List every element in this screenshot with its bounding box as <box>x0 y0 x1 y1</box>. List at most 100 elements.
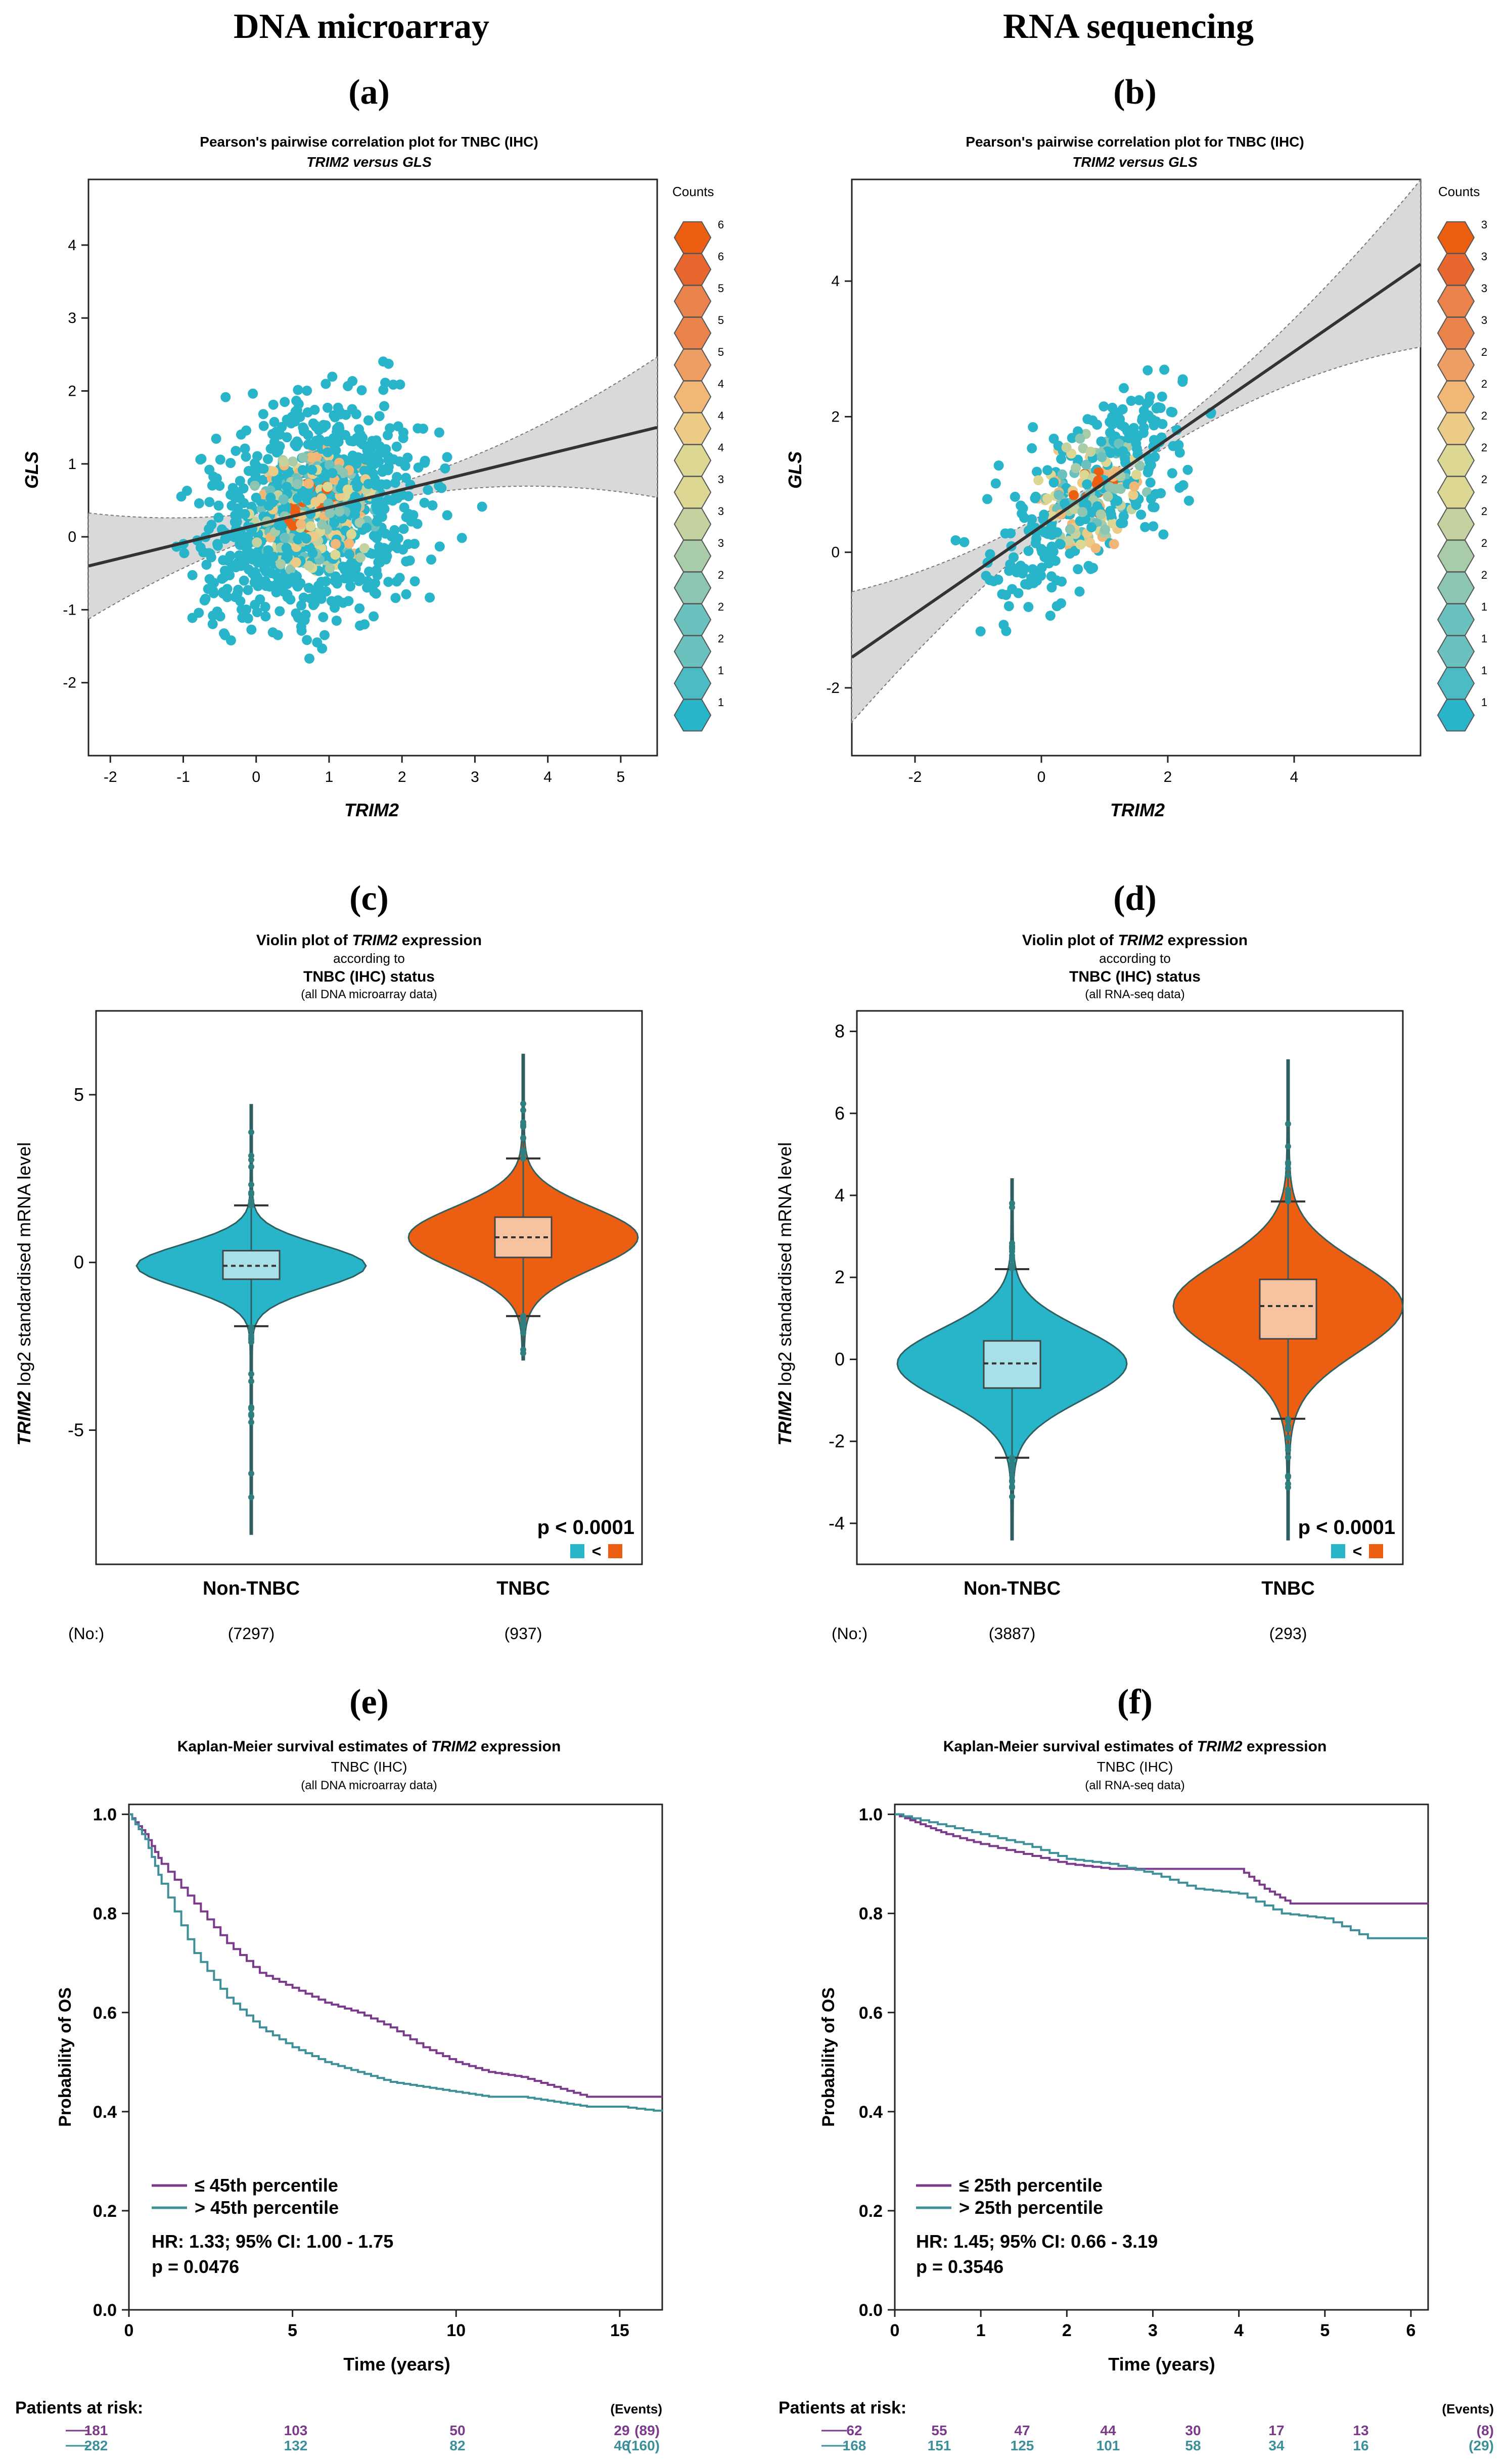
scB-x-tick-label: 2 <box>1164 769 1172 785</box>
scA-legend-hexagon <box>673 348 712 382</box>
scB-point <box>1149 435 1159 445</box>
scA-point <box>225 458 236 468</box>
kmF-x-tick-label: 5 <box>1320 2321 1330 2340</box>
vC-outlier <box>248 1189 254 1196</box>
scA-point <box>292 479 303 489</box>
scA-legend-hexagon <box>673 571 712 605</box>
vD-outlier <box>1009 1264 1015 1271</box>
scA-point <box>403 491 414 501</box>
scB-point <box>1090 543 1101 553</box>
scB-point <box>1128 423 1139 433</box>
scA-point <box>316 519 327 530</box>
scA-legend-count: 6 <box>718 218 724 231</box>
vD-outlier <box>1009 1460 1015 1467</box>
vC-outlier <box>248 1419 254 1425</box>
scA-point <box>248 388 258 399</box>
scA-point <box>456 533 467 543</box>
scB-point <box>990 478 1001 489</box>
scA-point <box>383 430 393 440</box>
vC-outlier <box>248 1327 254 1333</box>
vD-outlier <box>1009 1465 1015 1471</box>
scA-point <box>220 392 231 402</box>
vD-y-tick-label: 2 <box>835 1267 845 1287</box>
vD-y-tick-label: 8 <box>835 1021 845 1042</box>
vC-outlier <box>248 1197 254 1204</box>
scB-point <box>1057 469 1068 480</box>
vD-y-tick-label: 0 <box>835 1349 845 1369</box>
riskF-risk-value: 44 <box>1100 2423 1116 2438</box>
vC-outlier <box>520 1346 526 1353</box>
km-f-risk-title: Patients at risk: <box>779 2398 906 2417</box>
scA-point <box>303 583 314 593</box>
scA-point <box>213 513 224 523</box>
riskF-risk-value: 13 <box>1353 2423 1368 2438</box>
scA-point <box>297 465 308 475</box>
scB-point <box>1044 554 1055 565</box>
scA-point <box>270 569 281 580</box>
scA-point <box>369 611 379 622</box>
scA-legend-count: 4 <box>718 441 724 454</box>
scA-point <box>265 443 276 454</box>
scA-legend-count: 2 <box>718 569 724 581</box>
km-plot-e: Kaplan-Meier survival estimates of TRIM2… <box>15 1738 663 2453</box>
violin-d-line3: TNBC (IHC) status <box>1069 968 1201 985</box>
scB-legend-count: 1 <box>1481 664 1487 677</box>
panel-label-d: (d) <box>1113 879 1157 918</box>
scA-point <box>383 577 394 587</box>
scB-point <box>1131 470 1141 480</box>
scB-x-tick-label: -2 <box>908 769 922 785</box>
scA-point <box>325 508 335 519</box>
scA-point <box>304 561 314 571</box>
scB-legend-hexagon <box>1437 316 1475 350</box>
scA-legend-hexagon <box>673 380 712 413</box>
scA-point <box>246 527 257 537</box>
scB-point <box>1042 493 1053 504</box>
scB-point <box>1131 438 1141 449</box>
scA-point <box>372 516 382 527</box>
scA-point <box>211 434 221 444</box>
scB-point <box>1048 434 1059 444</box>
scatter-b-ylabel: GLS <box>785 451 805 489</box>
scA-point <box>376 447 387 458</box>
scA-point <box>207 619 218 629</box>
kmE-curve-low <box>129 1813 662 2098</box>
scA-point <box>279 456 289 467</box>
scA-legend-hexagon <box>673 412 712 445</box>
scatter-b-xlabel: TRIM2 <box>1110 800 1165 820</box>
scA-point <box>338 597 348 608</box>
scA-point <box>303 430 313 440</box>
scB-point <box>1023 601 1034 612</box>
scA-point <box>383 454 394 465</box>
scB-legend-count: 2 <box>1481 569 1487 581</box>
scA-point <box>268 466 279 477</box>
scA-point <box>343 574 354 584</box>
scB-point <box>1028 422 1038 433</box>
header-rna-sequencing: RNA sequencing <box>1003 7 1254 46</box>
scB-point <box>1045 611 1056 621</box>
kmE-y-tick-label: 0.2 <box>93 2202 117 2221</box>
scA-point <box>357 439 368 450</box>
scA-point <box>302 490 312 501</box>
scA-point <box>303 478 314 489</box>
scB-point <box>1004 565 1015 575</box>
scB-point <box>1027 443 1037 453</box>
scB-legend-hexagon <box>1437 221 1475 254</box>
scA-point <box>208 586 218 596</box>
vD-box <box>983 1340 1041 1389</box>
scB-point <box>1123 433 1134 443</box>
scB-point <box>1032 467 1042 477</box>
scA-point <box>409 576 420 587</box>
scA-point <box>252 537 262 548</box>
riskF-risk-value: (8) <box>1477 2423 1494 2438</box>
panel-label-c: (c) <box>349 879 389 918</box>
violin-d-line2: according to <box>1099 951 1171 966</box>
scB-legend-hexagon <box>1437 507 1475 541</box>
km-f-events-label: (Events) <box>1442 2401 1494 2416</box>
scB-point <box>1023 579 1033 590</box>
violin-d-group-tnbc: TNBC <box>1261 1578 1315 1599</box>
scA-point <box>387 495 398 506</box>
scB-legend-count: 1 <box>1481 600 1487 613</box>
riskE-risk-value: 29 <box>614 2423 629 2438</box>
scB-point <box>1093 475 1104 486</box>
scB-point <box>1182 464 1193 475</box>
